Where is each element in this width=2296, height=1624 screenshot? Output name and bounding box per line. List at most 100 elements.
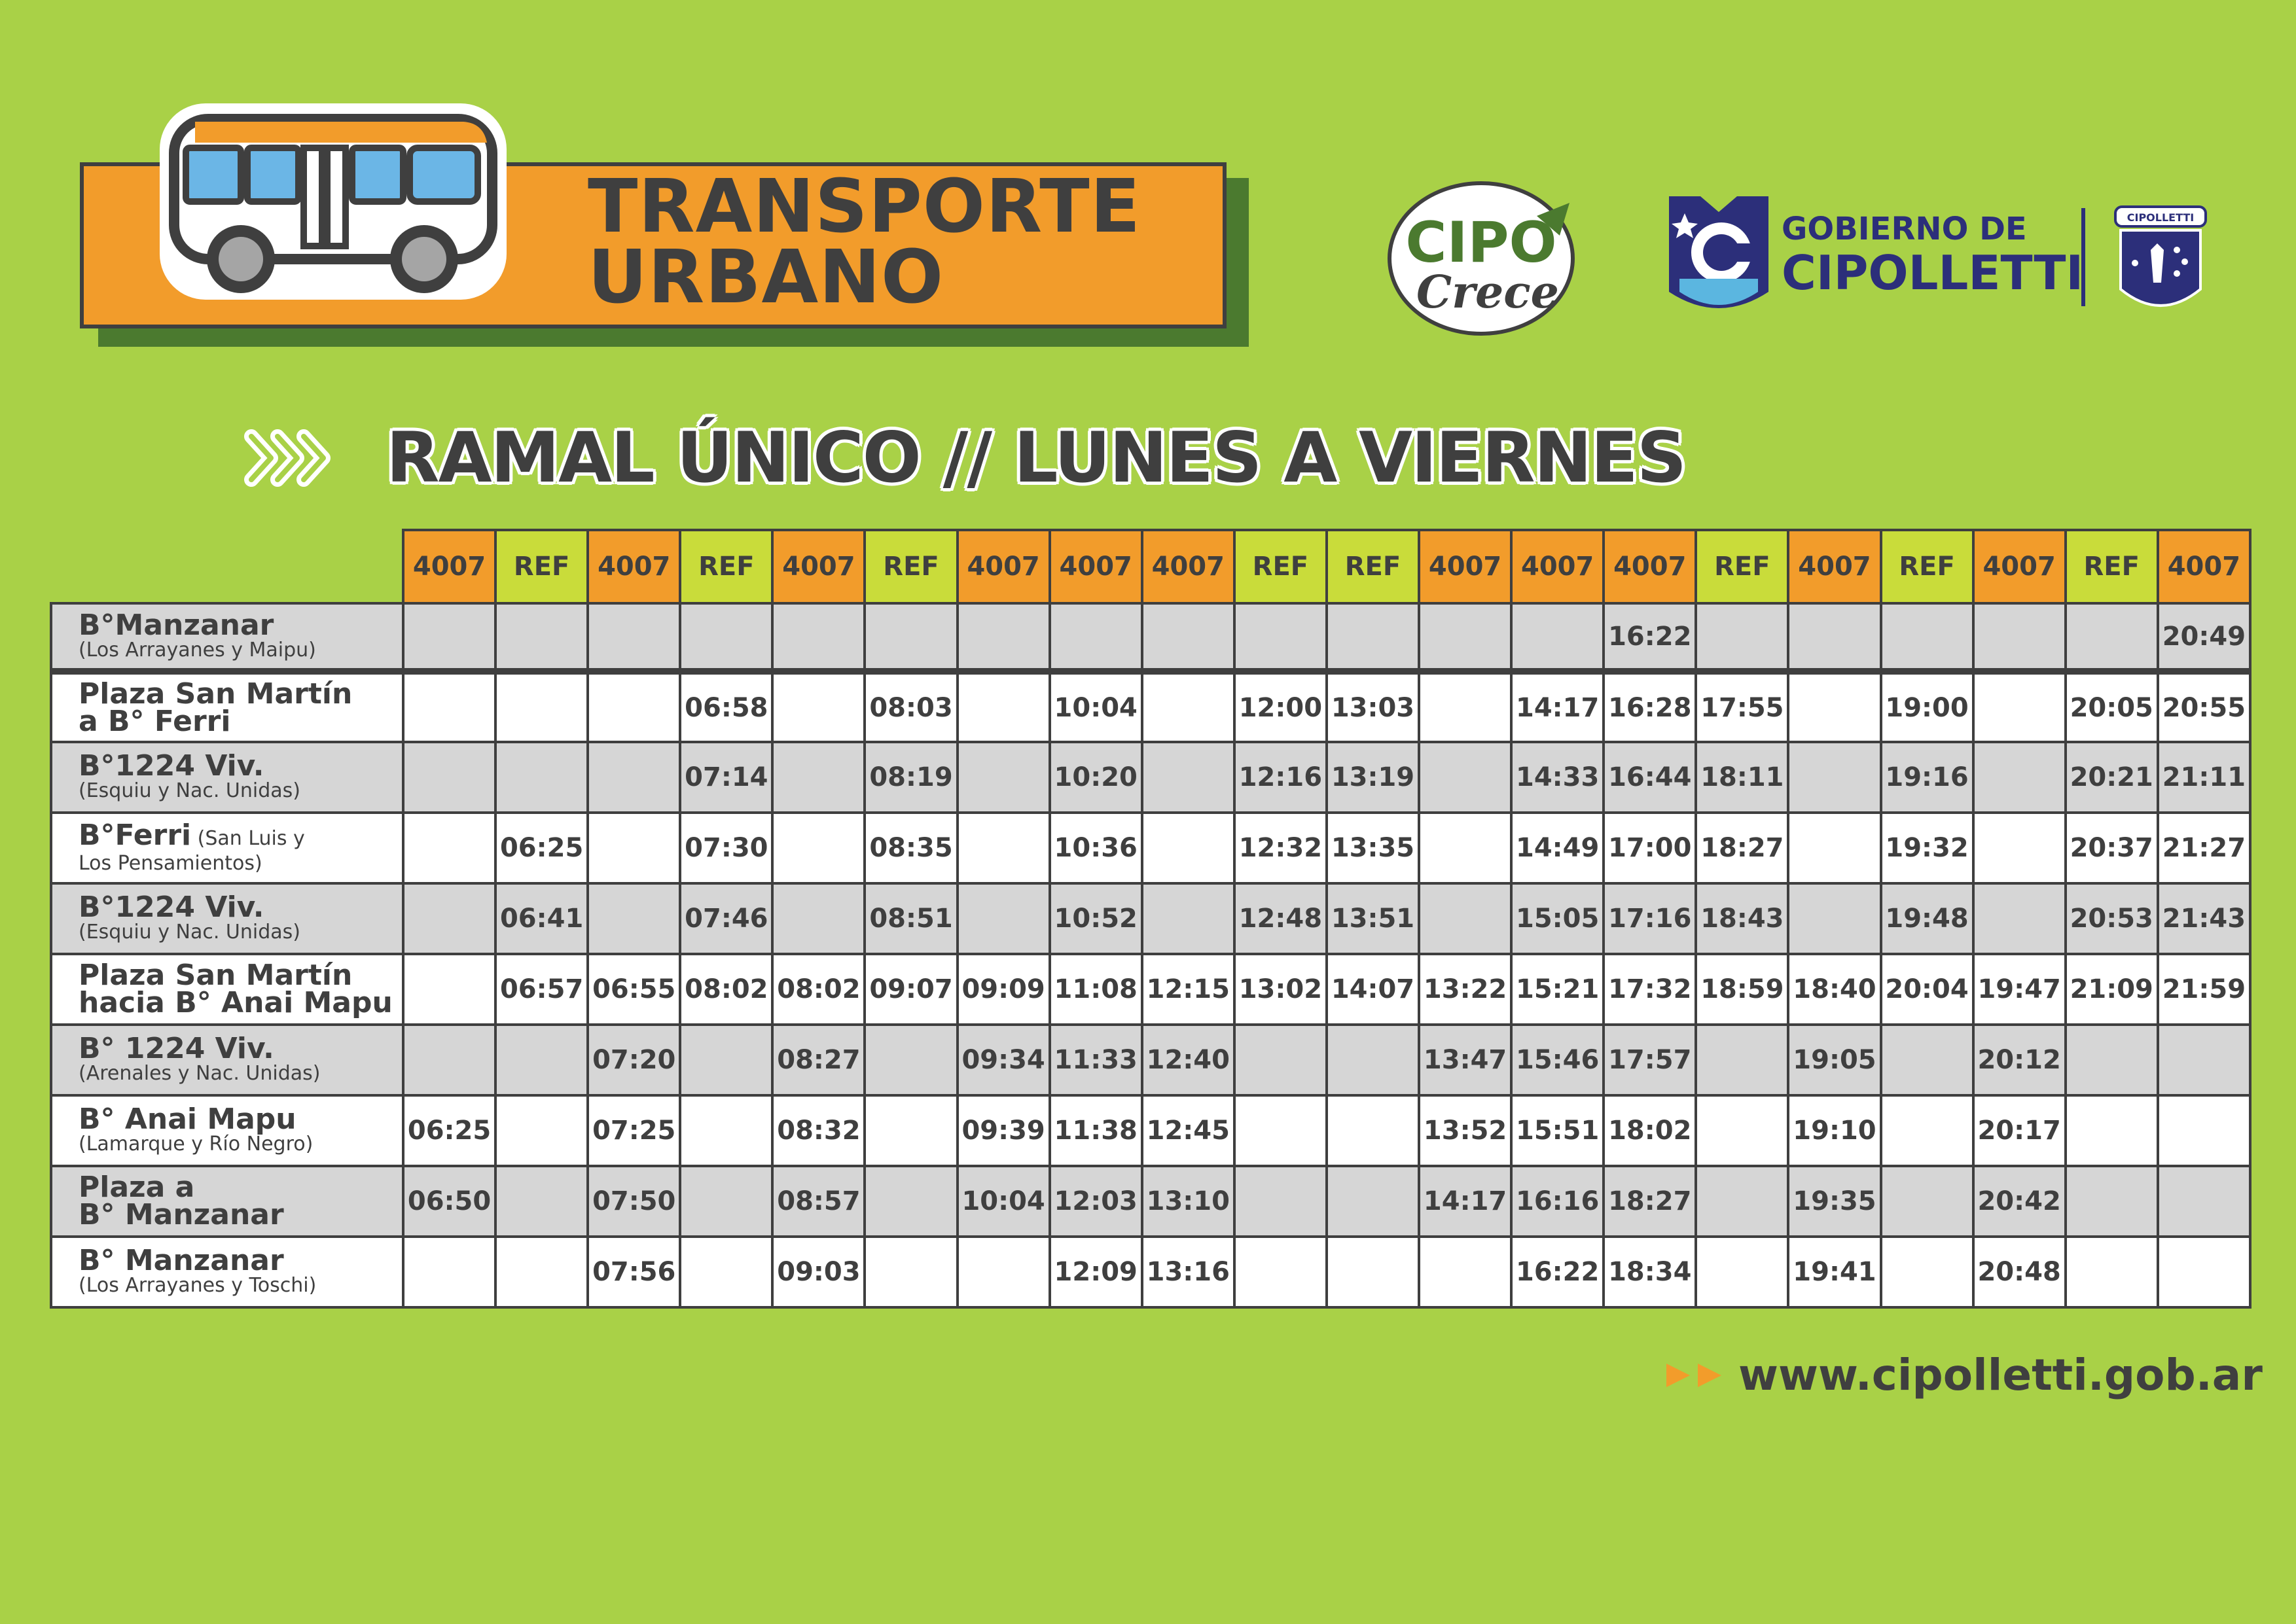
table-row: B° Anai Mapu (Lamarque y Río Negro) 06:25 0… [50,1094,2252,1167]
time-cell [494,1094,590,1167]
time-cell [1232,1235,1328,1309]
time-cell [2156,1023,2252,1097]
stop-name-text: B°1224 Viv. [79,749,264,783]
time-cell: 13:35 [1325,811,1421,885]
time-cell [401,811,497,885]
time-cell: 20:12 [1971,1023,2067,1097]
stop-name-line2: hacia B° Anai Mapu [79,986,393,1019]
column-header: REF [494,529,590,605]
time-cell [401,670,497,743]
stop-name: B°Ferri (San Luis y [79,818,402,853]
time-cell [956,882,1051,955]
time-cell [1140,811,1236,885]
time-cell: 09:34 [956,1023,1051,1097]
column-header: 4007 [1510,529,1605,605]
time-cell: 21:27 [2156,811,2252,885]
time-cell: 09:03 [771,1235,867,1309]
time-cell: 19:16 [1879,741,1975,814]
column-header: 4007 [1418,529,1513,605]
time-cell: 12:16 [1232,741,1328,814]
time-cell: 19:05 [1787,1023,1882,1097]
time-cell: 20:37 [2064,811,2159,885]
time-cell: 15:05 [1510,882,1605,955]
time-cell [1971,670,2067,743]
time-cell: 21:09 [2064,953,2159,1026]
time-cell: 06:55 [586,953,682,1026]
column-header: 4007 [956,529,1051,605]
website-link[interactable]: www.cipolletti.gob.ar [1738,1350,2263,1400]
stop-name-text: B°Ferri [79,818,192,852]
time-cell [1787,670,1882,743]
time-cell: 20:21 [2064,741,2159,814]
time-cell: 19:32 [1879,811,1975,885]
time-cell [1695,602,1790,675]
stop-cell: B° Manzanar (Los Arrayanes y Toschi) [50,1235,404,1309]
time-cell [1418,882,1513,955]
table-row: Plaza San Martín a B° Ferri 06:58 08:03 10:0… [50,670,2252,743]
column-header: REF [863,529,959,605]
time-cell [1232,1023,1328,1097]
time-cell [771,602,867,675]
time-cell: 08:51 [863,882,959,955]
stop-name: B° 1224 Viv. [79,1034,402,1063]
time-cell: 18:59 [1695,953,1790,1026]
stop-name-line2: a B° Ferri [79,704,231,738]
time-cell: 15:21 [1510,953,1605,1026]
table-row: B°1224 Viv. (Esquiu y Nac. Unidas) 06:41 07… [50,882,2252,955]
time-cell: 20:48 [1971,1235,2067,1309]
time-cell [401,602,497,675]
time-cell [2064,1165,2159,1238]
time-cell: 08:32 [771,1094,867,1167]
time-cell: 17:00 [1602,811,1698,885]
stop-address: (Los Arrayanes y Maipu) [79,638,316,662]
time-cell: 16:44 [1602,741,1698,814]
time-cell: 09:39 [956,1094,1051,1167]
time-cell [1140,670,1236,743]
stop-cell: Plaza a B° Manzanar [50,1165,404,1238]
stop-name-text: B° Manzanar [79,1244,284,1277]
stop-name: B° Anai Mapu [79,1105,402,1134]
time-cell [1879,1235,1975,1309]
time-cell: 14:17 [1510,670,1605,743]
schedule-table-container: 4007 REF 4007 REF 4007 REF 4007 4007 4007 REF REF 4… [50,529,2252,1309]
time-cell [1140,741,1236,814]
time-cell [1325,1023,1421,1097]
time-cell [2064,1094,2159,1167]
time-cell: 10:20 [1048,741,1143,814]
schedule-table: 4007 REF 4007 REF 4007 REF 4007 4007 4007 REF REF 4… [50,529,2252,1309]
time-cell [863,1235,959,1309]
time-cell: 19:41 [1787,1235,1882,1309]
time-cell [863,602,959,675]
time-cell [2064,1235,2159,1309]
stop-name-text: Plaza San Martín [79,959,353,992]
time-cell [1971,882,2067,955]
time-cell: 08:02 [679,953,774,1026]
stop-name-text: B°Manzanar [79,608,274,642]
time-cell: 20:55 [2156,670,2252,743]
time-cell: 16:22 [1510,1235,1605,1309]
time-cell [1418,670,1513,743]
gobierno-logo-text: GOBIERNO DE CIPOLLETTI [1782,211,2083,298]
title-line-2: URBANO [588,235,944,320]
time-cell [2064,1023,2159,1097]
time-cell [1787,741,1882,814]
cipo-logo-line2: Crece [1416,266,1559,319]
time-cell: 19:00 [1879,670,1975,743]
column-header: 4007 [401,529,497,605]
stop-cell: Plaza San Martín a B° Ferri [50,670,404,743]
time-cell [1695,1094,1790,1167]
time-cell [2064,602,2159,675]
time-cell: 13:10 [1140,1165,1236,1238]
time-cell: 15:46 [1510,1023,1605,1097]
time-cell [956,811,1051,885]
stop-name-text: Plaza San Martín [79,677,353,711]
time-cell [771,882,867,955]
time-cell: 07:25 [586,1094,682,1167]
time-cell: 18:34 [1602,1235,1698,1309]
column-header: 4007 [2156,529,2252,605]
time-cell: 09:07 [863,953,959,1026]
time-cell [1232,1094,1328,1167]
time-cell: 12:09 [1048,1235,1143,1309]
stop-address: (Esquiu y Nac. Unidas) [79,779,300,802]
time-cell: 08:57 [771,1165,867,1238]
